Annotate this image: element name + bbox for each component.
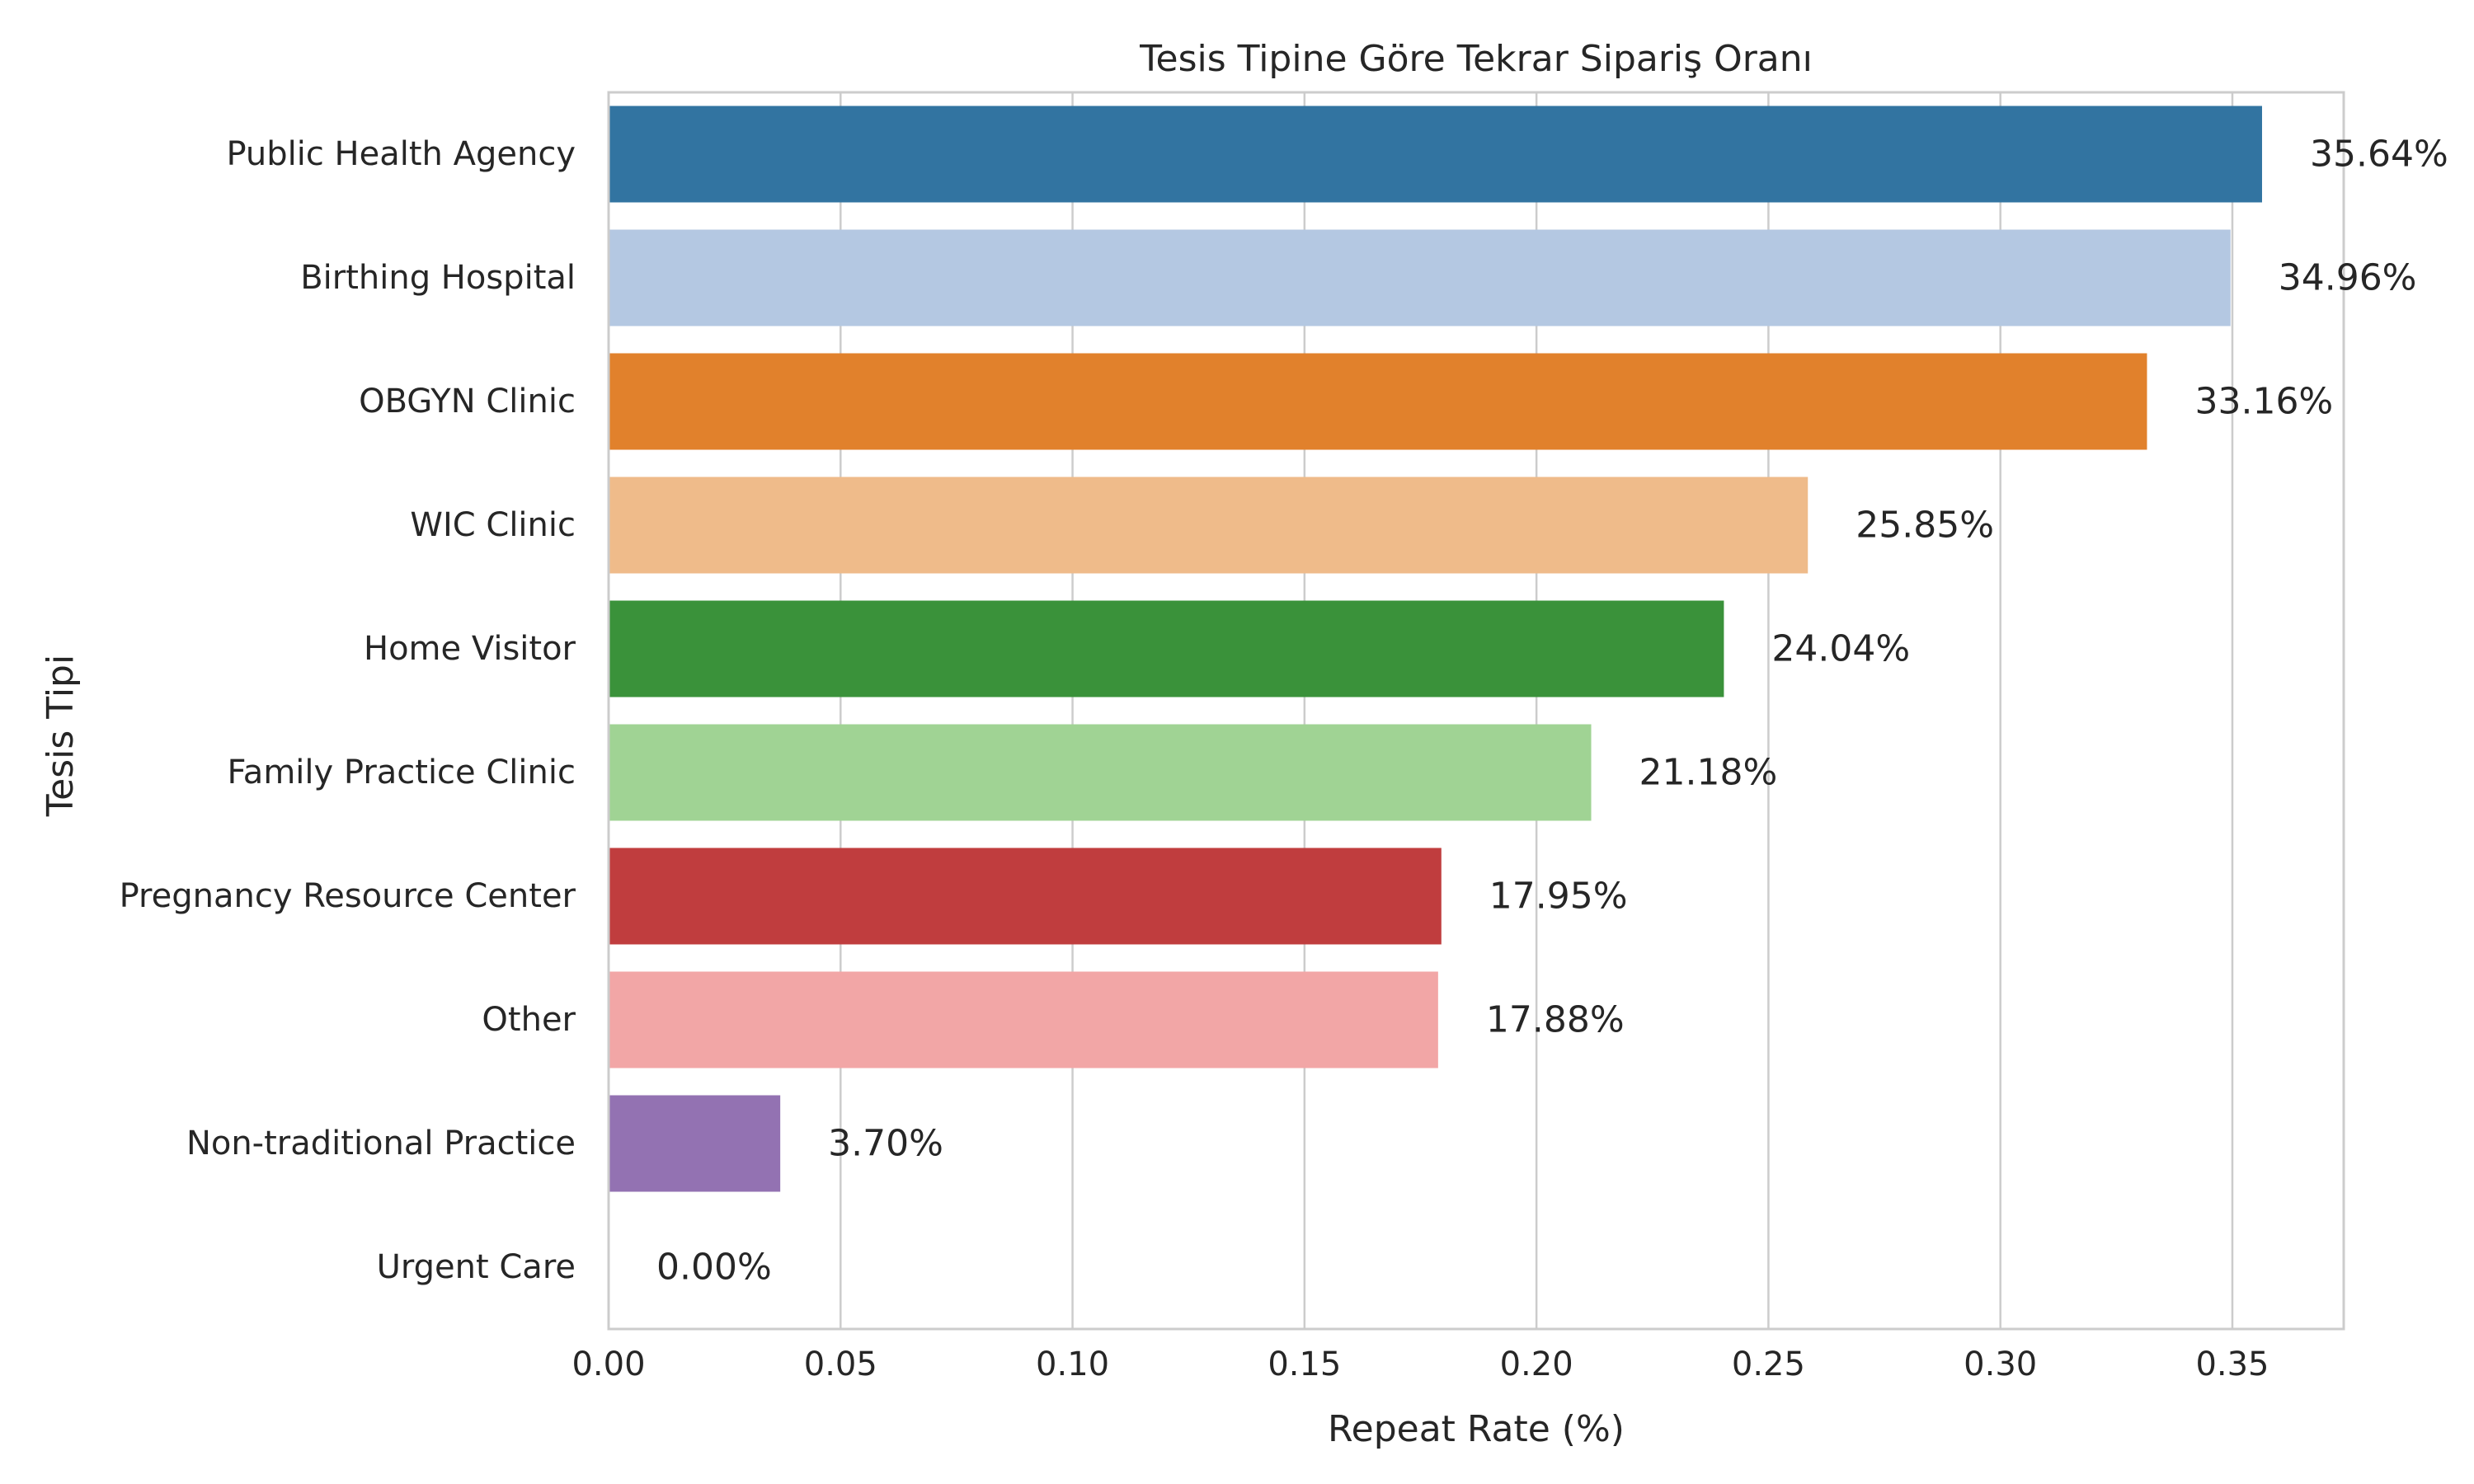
data-label: 17.95% [1489,876,1628,918]
chart-title: Tesis Tipine Göre Tekrar Sipariş Oranı [1139,38,1813,80]
bar [609,724,1592,821]
y-category-labels: Public Health Agency Birthing Hospital OBG… [120,135,576,1286]
x-tick-label: 0.25 [1732,1345,1805,1383]
bar [609,971,1438,1068]
y-category-label: Pregnancy Resource Center [120,877,576,915]
data-label: 35.64% [2310,134,2448,176]
y-category-label: WIC Clinic [410,506,576,544]
data-label: 0.00% [656,1247,772,1289]
data-label: 25.85% [1856,505,1994,547]
bars [609,106,2262,1192]
bar [609,600,1724,697]
bar [609,106,2262,203]
data-label: 24.04% [1771,628,1910,670]
bar [609,229,2231,326]
y-category-label: Public Health Agency [226,135,576,173]
plot-frame [607,91,2345,1331]
x-tick-label: 0.30 [1964,1345,2037,1383]
bar [609,848,1442,945]
y-category-label: Non-traditional Practice [186,1125,576,1162]
x-tick-label: 0.10 [1036,1345,1109,1383]
bar [609,477,1808,574]
data-label: 17.88% [1486,999,1625,1041]
y-category-label: Family Practice Clinic [227,754,576,791]
data-label: 3.70% [828,1123,943,1165]
x-tick-label: 0.15 [1268,1345,1341,1383]
data-label: 21.18% [1639,752,1778,794]
y-category-label: Other [482,1001,576,1039]
x-tick-label: 0.35 [2195,1345,2269,1383]
x-tick-label: 0.20 [1500,1345,1573,1383]
x-tick-labels: 0.00 0.05 0.10 0.15 0.20 0.25 0.30 0.35 [571,1345,2269,1383]
x-tick-label: 0.05 [804,1345,877,1383]
y-axis-label: Tesis Tipi [40,655,82,817]
x-axis-label: Repeat Rate (%) [1328,1408,1625,1450]
data-label: 34.96% [2279,257,2417,299]
y-category-label: Birthing Hospital [300,259,576,297]
bar [609,1095,781,1192]
y-category-label: Urgent Care [377,1248,576,1286]
data-label: 33.16% [2194,381,2333,423]
y-category-label: Home Visitor [364,630,576,668]
y-category-label: OBGYN Clinic [359,383,576,420]
data-labels: 35.64% 34.96% 33.16% 25.85% 24.04% 21.18% 17.9… [656,134,2448,1289]
x-tick-label: 0.00 [571,1345,645,1383]
bar [609,353,2147,450]
